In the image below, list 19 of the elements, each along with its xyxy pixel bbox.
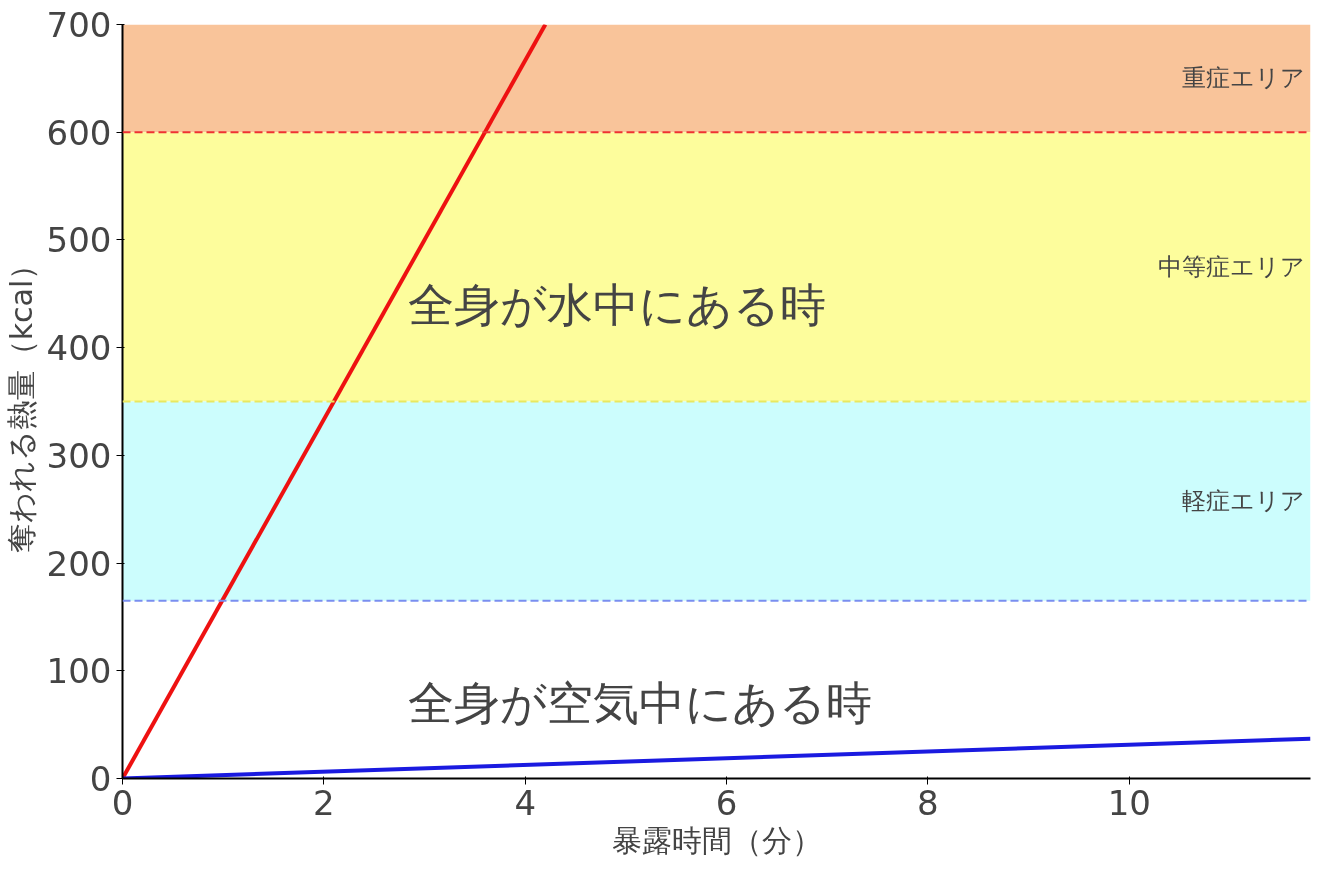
y-tick-label: 600 <box>46 112 112 153</box>
series-label: 全身が空気中にある時 <box>407 676 872 731</box>
band-label: 中等症エリア <box>1157 252 1305 281</box>
y-tick-label: 500 <box>46 220 112 261</box>
x-tick-label: 4 <box>514 782 537 823</box>
y-tick-label: 700 <box>46 5 112 45</box>
band-label: 軽症エリア <box>1181 487 1305 516</box>
x-tick-label: 2 <box>313 782 335 823</box>
y-tick-label: 100 <box>46 651 112 692</box>
y-tick-label: 200 <box>46 543 112 584</box>
x-tick-label: 6 <box>715 782 738 823</box>
y-axis-title: 奪われる熱量（kcal） <box>3 249 39 554</box>
x-tick-label: 8 <box>917 782 939 823</box>
y-tick-label: 300 <box>46 435 112 476</box>
y-tick-label: 400 <box>46 328 112 369</box>
x-axis-title: 暴露時間（分） <box>611 822 822 858</box>
x-tick-label: 10 <box>1107 782 1151 823</box>
band-label: 重症エリア <box>1181 64 1305 93</box>
series-label: 全身が水中にある時 <box>407 277 826 332</box>
